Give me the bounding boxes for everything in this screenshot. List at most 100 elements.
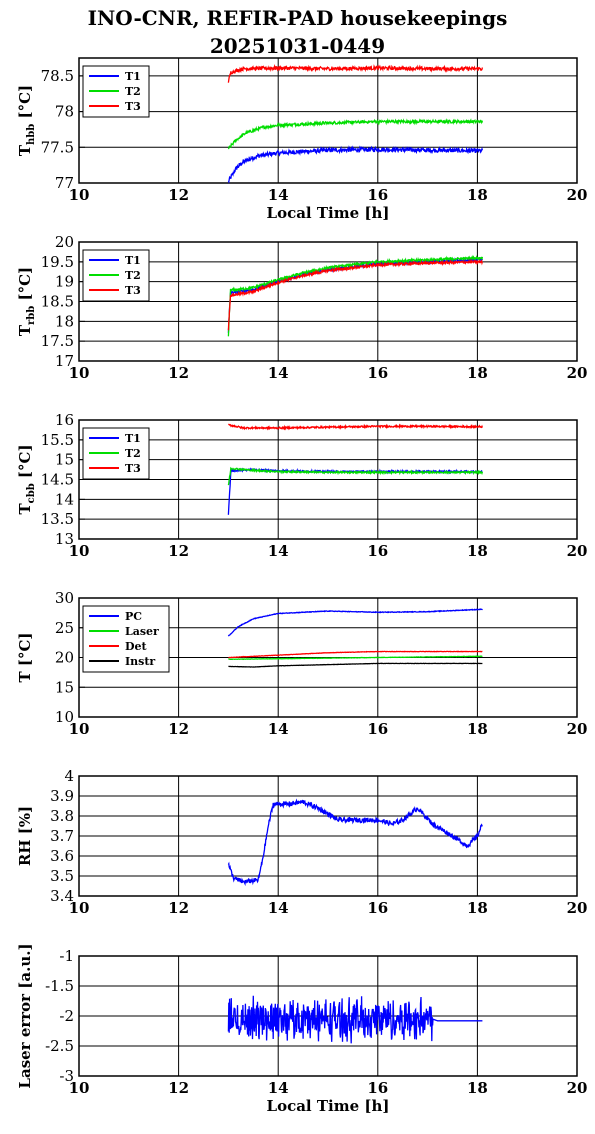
legend-label: T2 (125, 85, 141, 98)
series-line-t3 (227, 63, 484, 83)
y-tick-label: 10 (55, 708, 74, 726)
y-tick-label: 17.5 (41, 332, 74, 350)
legend-label: T2 (125, 447, 141, 460)
series-line-t3 (228, 423, 484, 431)
y-tick-label: 15.5 (41, 431, 74, 449)
y-tick-label: 19 (55, 273, 74, 291)
y-axis-label: RH [%] (16, 806, 34, 866)
legend-label: T1 (125, 70, 141, 83)
x-tick-label: 14 (268, 899, 289, 917)
series-line-t2 (227, 466, 484, 486)
x-tick-label: 12 (168, 720, 189, 738)
y-tick-label: 3.8 (50, 807, 74, 825)
y-tick-label: -2.5 (45, 1037, 74, 1055)
y-tick-label: 3.4 (50, 887, 74, 905)
x-tick-label: 12 (168, 1079, 189, 1097)
x-tick-label: 18 (467, 899, 488, 917)
chart-panel-1: 77 77.5 78 78.5 10 12 14 16 18 20 T1 T2 T3 Thbb [°C] L… (16, 57, 588, 222)
y-axis-label: Tcbb [°C] (16, 444, 37, 514)
x-tick-label: 18 (467, 720, 488, 738)
x-tick-label: 10 (69, 720, 90, 738)
series-line-data (227, 995, 483, 1044)
legend-label: PC (125, 610, 142, 623)
y-tick-label: 77 (55, 174, 74, 192)
series-line-instr (228, 662, 483, 668)
x-tick-label: 16 (367, 1079, 388, 1097)
plot-frame (78, 955, 578, 1077)
x-tick-label: 16 (367, 186, 388, 204)
legend-label: Laser (125, 625, 159, 638)
legend-label: T3 (125, 100, 141, 113)
x-tick-label: 20 (567, 720, 588, 738)
x-tick-label: 10 (69, 364, 90, 382)
plot-frame (78, 775, 578, 897)
chart-title-line2: 20251031-0449 (209, 34, 386, 58)
x-tick-label: 10 (69, 899, 90, 917)
y-tick-label: 3.7 (50, 827, 74, 845)
y-tick-label: 14.5 (41, 471, 74, 489)
y-tick-label: 30 (55, 589, 74, 607)
x-tick-label: 18 (467, 186, 488, 204)
x-tick-label: 20 (567, 1079, 588, 1097)
x-tick-label: 16 (367, 364, 388, 382)
y-tick-label: 20 (55, 233, 74, 251)
legend-label: T1 (125, 254, 141, 267)
x-tick-label: 14 (268, 542, 289, 560)
y-tick-label: 3.5 (50, 867, 74, 885)
series-line-t2 (227, 254, 484, 337)
series-line-data (227, 798, 483, 887)
series-line-t3 (227, 258, 484, 331)
plot-frame (78, 241, 578, 362)
series-line-t1 (227, 467, 483, 515)
series-line-pc (227, 608, 483, 637)
x-tick-label: 16 (367, 542, 388, 560)
y-tick-label: 15 (55, 678, 74, 696)
x-tick-label: 10 (69, 1079, 90, 1097)
y-tick-label: 13.5 (41, 510, 74, 528)
x-tick-label: 14 (268, 186, 289, 204)
y-tick-label: 25 (55, 619, 74, 637)
x-tick-label: 14 (268, 720, 289, 738)
y-tick-label: 13 (55, 530, 74, 548)
y-tick-label: 16 (55, 411, 74, 429)
x-tick-label: 10 (69, 186, 90, 204)
series-line-det (228, 650, 483, 659)
y-tick-label: 3.9 (50, 787, 74, 805)
y-tick-label: -1.5 (45, 977, 74, 995)
y-tick-label: -3 (59, 1067, 74, 1085)
x-tick-label: 12 (168, 364, 189, 382)
chart-title-line1: INO-CNR, REFIR-PAD housekeepings (87, 6, 508, 30)
y-tick-label: 19.5 (41, 253, 74, 271)
x-tick-label: 12 (168, 542, 189, 560)
x-tick-label: 14 (268, 1079, 289, 1097)
series-line-t2 (227, 118, 484, 150)
x-tick-label: 10 (69, 542, 90, 560)
y-axis-label: Trbb [°C] (16, 267, 37, 336)
x-tick-label: 14 (268, 364, 289, 382)
series-line-t1 (227, 145, 484, 184)
legend-label: T3 (125, 462, 141, 475)
y-tick-label: 18.5 (41, 293, 74, 311)
y-tick-label: 15 (55, 451, 74, 469)
y-tick-label: -1 (59, 947, 74, 965)
y-tick-label: 77.5 (41, 138, 74, 156)
legend-label: T1 (125, 432, 141, 445)
y-tick-label: 18 (55, 312, 74, 330)
y-axis-label: Laser error [a.u.] (16, 943, 34, 1088)
y-axis-label: Thbb [°C] (16, 85, 37, 156)
y-tick-label: 14 (55, 490, 74, 508)
x-tick-label: 20 (567, 186, 588, 204)
legend-label: Det (125, 640, 148, 653)
y-tick-label: 17 (55, 352, 74, 370)
x-tick-label: 16 (367, 720, 388, 738)
x-tick-label: 12 (168, 186, 189, 204)
chart-panel-4: 10 15 20 25 30 10 12 14 16 18 20 PC Laser Det Instr T [… (16, 589, 587, 738)
legend-label: Instr (125, 655, 155, 668)
series-line-laser (228, 655, 483, 661)
y-tick-label: -2 (59, 1007, 74, 1025)
plot-frame (78, 419, 578, 540)
x-axis-label: Local Time [h] (267, 1097, 390, 1115)
